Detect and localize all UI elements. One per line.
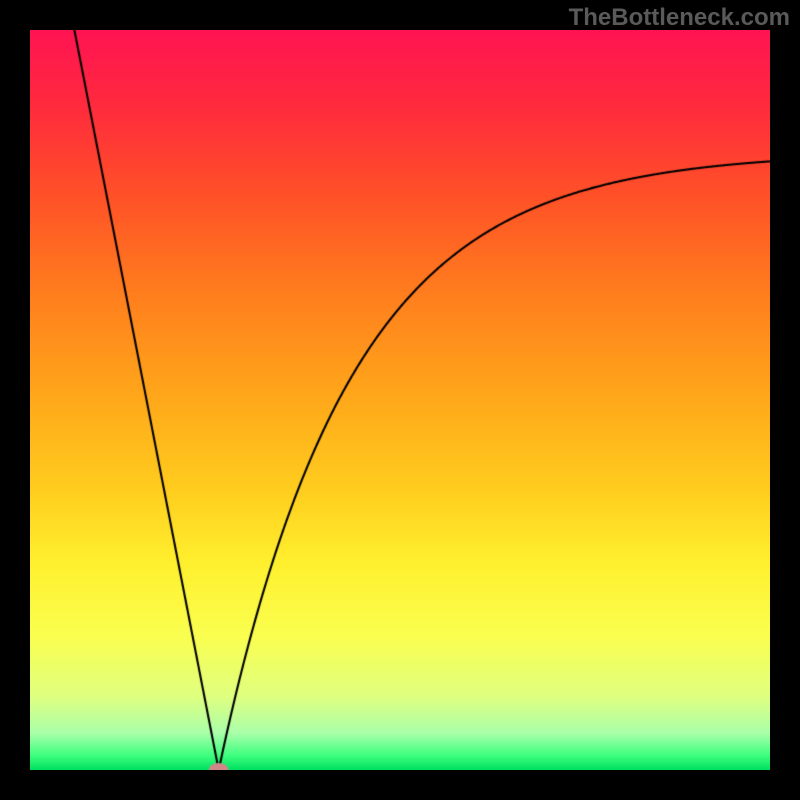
watermark-label: TheBottleneck.com (569, 4, 790, 32)
chart-container: TheBottleneck.com (0, 0, 800, 800)
bottleneck-curve (30, 30, 770, 770)
plot-area (30, 30, 770, 770)
